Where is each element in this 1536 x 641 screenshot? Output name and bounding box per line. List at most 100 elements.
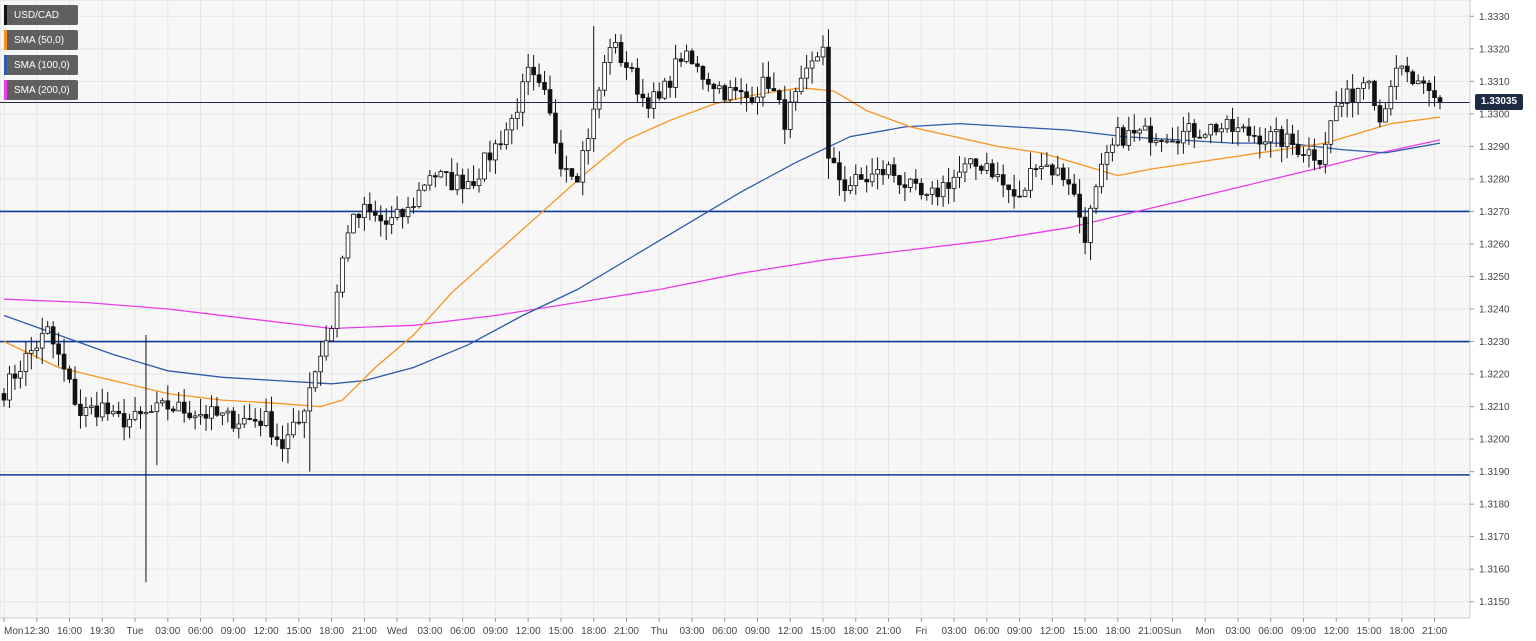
candle-body bbox=[1186, 123, 1192, 132]
candle-body bbox=[684, 50, 689, 62]
candle-body bbox=[351, 213, 356, 234]
candle-body bbox=[231, 410, 236, 429]
candle bbox=[1404, 56, 1410, 83]
candle-body bbox=[94, 405, 100, 418]
candle-body bbox=[913, 178, 919, 184]
x-axis-background bbox=[0, 618, 1536, 641]
candle bbox=[929, 181, 935, 205]
candle bbox=[1, 387, 7, 407]
candle-body bbox=[422, 184, 427, 191]
candle-body bbox=[509, 118, 515, 131]
candle bbox=[1050, 163, 1055, 185]
candle bbox=[12, 364, 18, 390]
legend-item-price[interactable]: USD/CAD bbox=[4, 5, 78, 25]
candle bbox=[482, 152, 487, 182]
candle-body bbox=[67, 368, 72, 380]
candle bbox=[820, 35, 826, 66]
candle-body bbox=[1284, 133, 1290, 148]
candle-body bbox=[1404, 65, 1410, 73]
candle bbox=[443, 171, 449, 186]
candle bbox=[1181, 116, 1186, 154]
candle bbox=[1252, 125, 1257, 143]
candle-body bbox=[1115, 127, 1121, 146]
candle-body bbox=[689, 50, 695, 65]
candle bbox=[514, 98, 520, 130]
candle bbox=[247, 403, 253, 421]
candle-body bbox=[946, 182, 951, 189]
candle bbox=[1033, 164, 1039, 178]
candle-body bbox=[258, 420, 263, 426]
x-axis: Mon 12:30 16:00 19:30 Tue 03:00 06:00 09:00 12:0… bbox=[0, 617, 1536, 641]
candle bbox=[1262, 128, 1268, 151]
candle bbox=[536, 63, 542, 88]
candle bbox=[394, 196, 400, 221]
candle bbox=[269, 396, 274, 446]
legend-swatch bbox=[4, 5, 7, 25]
candle-body bbox=[1257, 135, 1263, 145]
candle-body bbox=[405, 206, 411, 218]
candle bbox=[1039, 152, 1044, 181]
candle-body bbox=[716, 85, 722, 90]
candle bbox=[1333, 91, 1339, 122]
candle bbox=[585, 128, 591, 165]
x-tick-label: 15:00 bbox=[286, 626, 311, 637]
candle bbox=[1273, 117, 1279, 147]
candle-body bbox=[7, 373, 12, 401]
candle bbox=[716, 81, 722, 94]
legend-swatch bbox=[4, 55, 7, 75]
candle-body bbox=[1290, 133, 1295, 145]
candle-body bbox=[181, 401, 187, 414]
candle bbox=[1388, 80, 1394, 116]
candle-body bbox=[1191, 123, 1197, 138]
candle bbox=[602, 55, 607, 97]
candle-body bbox=[1323, 143, 1328, 165]
candle bbox=[618, 34, 624, 67]
candle bbox=[154, 391, 160, 466]
candle bbox=[345, 225, 351, 262]
candle bbox=[280, 425, 285, 462]
candle bbox=[1257, 127, 1263, 159]
candle-body bbox=[984, 163, 990, 171]
y-tick-label: 1.3250 bbox=[1479, 272, 1510, 283]
legend-item-sma50[interactable]: SMA (50,0) bbox=[4, 30, 78, 50]
x-tick-label: 09:00 bbox=[1007, 626, 1032, 637]
candle-body bbox=[1410, 71, 1416, 85]
candle bbox=[61, 338, 67, 382]
candle bbox=[1202, 132, 1208, 139]
candle-body bbox=[411, 206, 416, 208]
candle-body bbox=[853, 174, 859, 187]
candle bbox=[1208, 123, 1213, 144]
candle bbox=[1137, 127, 1143, 141]
candle bbox=[1268, 125, 1274, 158]
candle-body bbox=[1268, 131, 1274, 143]
legend-item-sma100[interactable]: SMA (100,0) bbox=[4, 55, 78, 75]
candle-body bbox=[449, 171, 455, 191]
candle bbox=[525, 53, 531, 95]
candle-body bbox=[804, 67, 809, 79]
candle-body bbox=[110, 410, 116, 415]
candle-body bbox=[793, 91, 799, 103]
candle-body bbox=[755, 96, 760, 104]
candle bbox=[924, 193, 930, 201]
x-tick-label: 12:00 bbox=[1324, 626, 1349, 637]
candle-body bbox=[760, 76, 766, 98]
candle-body bbox=[607, 46, 613, 63]
candle-body bbox=[973, 158, 979, 167]
candle-body bbox=[979, 165, 984, 171]
candle bbox=[689, 48, 695, 65]
candle-body bbox=[1153, 140, 1159, 143]
candle-body bbox=[1262, 141, 1268, 145]
candle-body bbox=[662, 80, 667, 99]
y-tick-label: 1.3320 bbox=[1479, 44, 1510, 55]
candle-body bbox=[1432, 90, 1437, 99]
candle-body bbox=[1415, 80, 1421, 85]
candle bbox=[329, 325, 334, 342]
x-tick-label: 18:00 bbox=[1389, 626, 1414, 637]
candle bbox=[209, 395, 214, 431]
candle bbox=[487, 140, 493, 173]
candle-body bbox=[1219, 128, 1224, 133]
legend-item-sma200[interactable]: SMA (200,0) bbox=[4, 80, 78, 100]
candle-body bbox=[1028, 168, 1033, 191]
candle bbox=[509, 114, 515, 145]
candle-body bbox=[340, 257, 345, 293]
